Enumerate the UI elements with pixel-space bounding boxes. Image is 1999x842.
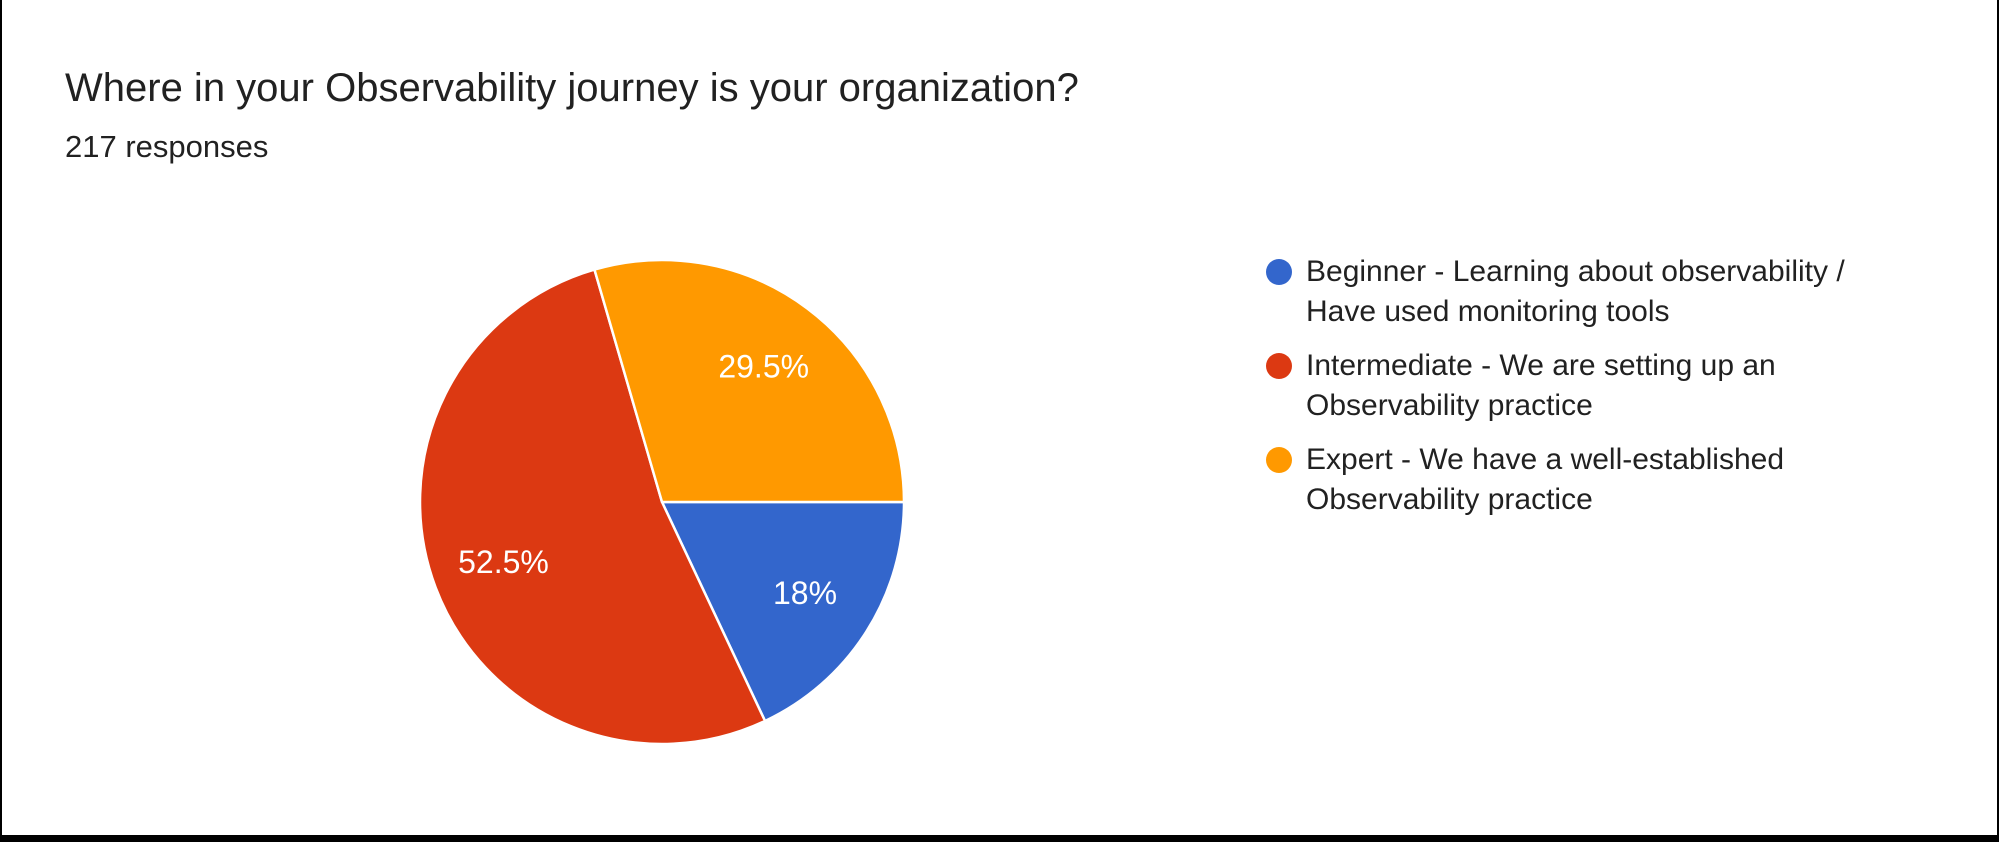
pie-slice-label-1: 52.5% — [458, 544, 549, 580]
legend-label-intermediate: Intermediate - We are setting up an Obse… — [1306, 346, 1776, 426]
pie-slice-0[interactable] — [660, 500, 906, 723]
legend-label-line: Observability practice — [1306, 483, 1593, 516]
legend-label-beginner: Beginner - Learning about observability … — [1306, 252, 1845, 332]
pie-slice-label-2: 29.5% — [718, 349, 809, 385]
pie-slice-label-0: 18% — [773, 575, 837, 611]
legend-label-line: Have used monitoring tools — [1306, 295, 1670, 328]
pie-chart: 18% 52.5% 29.5% — [417, 257, 907, 747]
pie-slice-2[interactable] — [593, 258, 906, 504]
pie-chart-svg: 18% 52.5% 29.5% — [418, 258, 906, 746]
legend-item-intermediate: Intermediate - We are setting up an Obse… — [1266, 346, 1946, 426]
legend-label-line: Beginner - Learning about observability … — [1306, 255, 1845, 288]
question-title: Where in your Observability journey is y… — [65, 66, 1079, 110]
legend-swatch-expert-icon — [1266, 447, 1292, 473]
legend-swatch-beginner-icon — [1266, 259, 1292, 285]
chart-legend: Beginner - Learning about observability … — [1266, 252, 1946, 534]
legend-label-expert: Expert - We have a well-established Obse… — [1306, 440, 1784, 520]
legend-item-beginner: Beginner - Learning about observability … — [1266, 252, 1946, 332]
legend-swatch-intermediate-icon — [1266, 353, 1292, 379]
pie-slice-1[interactable] — [418, 268, 767, 746]
legend-label-line: Intermediate - We are setting up an — [1306, 349, 1776, 382]
legend-label-line: Observability practice — [1306, 389, 1593, 422]
legend-label-line: Expert - We have a well-established — [1306, 443, 1785, 476]
response-count: 217 responses — [65, 129, 269, 164]
legend-item-expert: Expert - We have a well-established Obse… — [1266, 440, 1946, 520]
